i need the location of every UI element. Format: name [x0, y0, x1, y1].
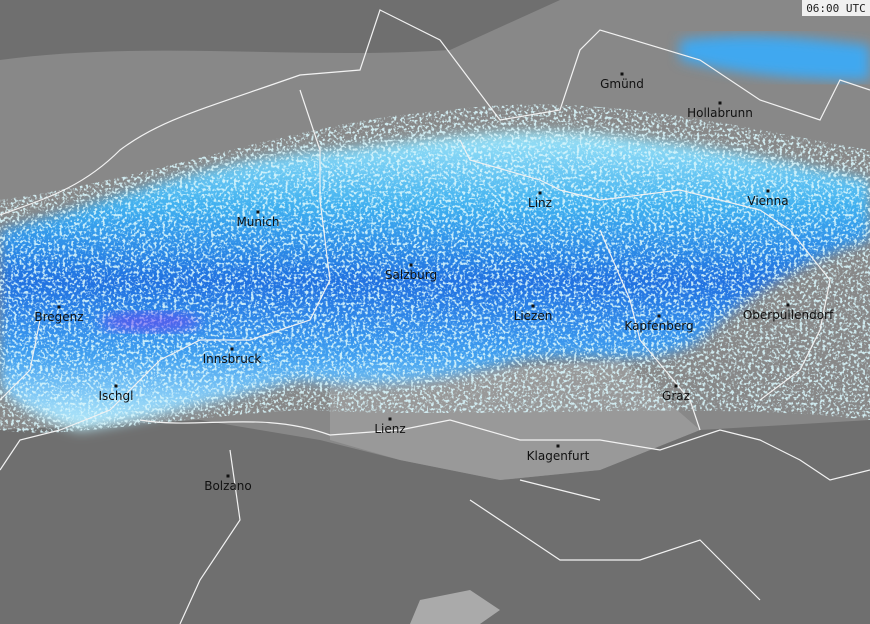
city-dot [620, 72, 624, 76]
city-label: Linz [528, 196, 552, 210]
city-label: Innsbruck [203, 352, 262, 366]
city-label: Munich [236, 215, 279, 229]
border-styria [599, 229, 701, 431]
city-dot [226, 474, 230, 478]
city-label: Hollabrunn [687, 106, 753, 120]
city-dot [538, 191, 542, 195]
city-dot [230, 347, 234, 351]
city-dot [531, 304, 535, 308]
city-label: Oberpullendorf [743, 308, 834, 322]
timestamp-box [802, 0, 870, 16]
border-swiss [0, 319, 61, 471]
precip-light-speckle [0, 104, 870, 433]
city-dot [388, 417, 392, 421]
city-dot [786, 303, 790, 307]
border-hungary [759, 229, 831, 401]
city-dot [657, 314, 661, 318]
city-label: Salzburg [385, 268, 437, 282]
city-dot [57, 305, 61, 309]
precip-north [680, 35, 870, 80]
border-danube [459, 139, 791, 231]
city-layer: Gmünd Hollabrunn Linz Vienna Munich Salzburg B… [34, 72, 834, 493]
city-dot [114, 384, 118, 388]
city-label: Liezen [514, 309, 553, 323]
city-dot [256, 210, 260, 214]
city-label: Graz [662, 389, 690, 403]
precip-heavy [100, 312, 200, 332]
city-dot [674, 384, 678, 388]
borders [0, 9, 870, 624]
city-label: Ischgl [99, 389, 134, 403]
city-label: Bolzano [204, 479, 252, 493]
border-south [139, 419, 870, 481]
city-dot [556, 444, 560, 448]
border-italy [179, 449, 761, 624]
city-label: Gmünd [600, 77, 644, 91]
timestamp: 06:00 UTC [806, 2, 866, 15]
city-label: Lienz [374, 422, 405, 436]
city-label: Klagenfurt [527, 449, 590, 463]
city-label: Bregenz [34, 310, 83, 324]
city-dot [409, 263, 413, 267]
city-dot [718, 101, 722, 105]
lake [410, 590, 500, 624]
city-label: Vienna [747, 194, 788, 208]
border-north [0, 9, 870, 216]
city-label: Kapfenberg [624, 319, 693, 333]
border-bavaria [59, 89, 331, 431]
city-dot [766, 189, 770, 193]
